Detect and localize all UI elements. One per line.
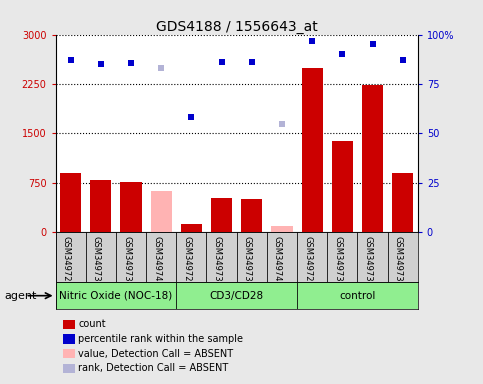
Text: GSM349727: GSM349727 (183, 236, 191, 287)
Text: Nitric Oxide (NOC-18): Nitric Oxide (NOC-18) (59, 291, 172, 301)
Text: GSM349736: GSM349736 (122, 236, 131, 287)
Text: CD3/CD28: CD3/CD28 (210, 291, 264, 301)
Bar (297, 232, 327, 282)
Bar (90, 180, 112, 232)
Bar (146, 232, 176, 282)
Bar (56, 232, 86, 282)
Bar (271, 227, 293, 232)
Bar (176, 282, 297, 309)
Text: value, Detection Call = ABSENT: value, Detection Call = ABSENT (78, 349, 233, 359)
Title: GDS4188 / 1556643_at: GDS4188 / 1556643_at (156, 20, 317, 33)
Bar (86, 232, 116, 282)
Text: GSM349725: GSM349725 (62, 236, 71, 287)
Text: control: control (339, 291, 376, 301)
Text: GSM349731: GSM349731 (92, 236, 101, 287)
Text: GSM349730: GSM349730 (333, 236, 342, 287)
Text: count: count (78, 319, 106, 329)
Bar (362, 85, 383, 232)
Text: GSM349737: GSM349737 (243, 236, 252, 287)
Bar (388, 232, 418, 282)
Text: GSM349733: GSM349733 (213, 236, 222, 287)
Bar (301, 68, 323, 232)
Bar (60, 173, 81, 232)
Bar (297, 282, 418, 309)
Bar (241, 199, 262, 232)
Bar (151, 192, 172, 232)
Bar (392, 173, 413, 232)
Text: GSM349734: GSM349734 (364, 236, 372, 287)
Bar (237, 232, 267, 282)
Text: GSM349740: GSM349740 (152, 236, 161, 287)
Bar (207, 232, 237, 282)
Text: GSM349741: GSM349741 (273, 236, 282, 287)
Bar (211, 198, 232, 232)
Text: agent: agent (5, 291, 37, 301)
Bar (327, 232, 357, 282)
Bar (56, 282, 176, 309)
Text: rank, Detection Call = ABSENT: rank, Detection Call = ABSENT (78, 363, 228, 373)
Bar (120, 182, 142, 232)
Bar (176, 232, 207, 282)
Bar (181, 224, 202, 232)
Bar (116, 232, 146, 282)
Text: GSM349739: GSM349739 (394, 236, 403, 287)
Bar (332, 141, 353, 232)
Text: percentile rank within the sample: percentile rank within the sample (78, 334, 243, 344)
Bar (357, 232, 388, 282)
Bar (267, 232, 297, 282)
Text: GSM349729: GSM349729 (303, 236, 312, 287)
